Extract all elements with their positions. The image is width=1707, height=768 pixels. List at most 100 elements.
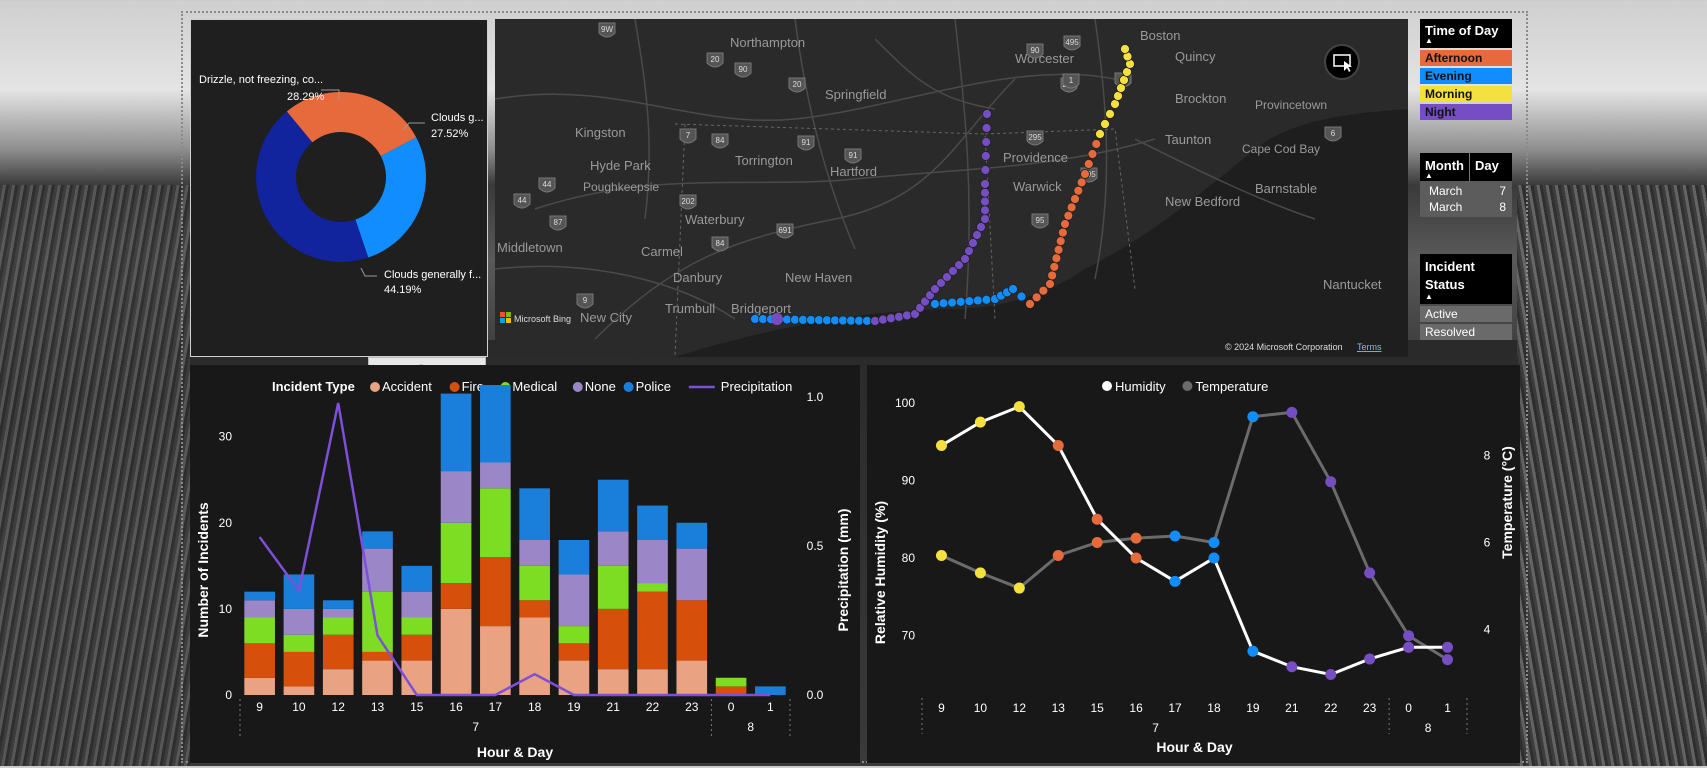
incident-point[interactable] <box>980 165 991 175</box>
incident-point[interactable] <box>980 187 990 198</box>
incident-point[interactable] <box>981 123 992 133</box>
humidity-point[interactable] <box>935 439 947 451</box>
incident-point[interactable] <box>1051 253 1062 264</box>
legend-item[interactable]: Humidity <box>1115 379 1166 394</box>
incident-point[interactable] <box>982 109 992 119</box>
bar-segment[interactable] <box>519 540 550 566</box>
bar-segment[interactable] <box>283 651 315 687</box>
temperature-line[interactable] <box>940 410 1449 661</box>
humidity-line[interactable] <box>940 404 1448 677</box>
bar-segment[interactable] <box>676 522 708 549</box>
temperature-point[interactable] <box>1052 550 1064 562</box>
bar-segment[interactable] <box>440 608 472 695</box>
bar-segment[interactable] <box>362 660 393 695</box>
incident-point[interactable] <box>1049 261 1060 272</box>
bar-segment[interactable] <box>637 591 668 670</box>
legend-item[interactable]: Police <box>636 379 671 394</box>
legend-marker[interactable] <box>623 382 634 392</box>
incident-point[interactable] <box>1045 279 1055 289</box>
bar-segment[interactable] <box>322 617 354 635</box>
incident-point[interactable] <box>972 230 982 240</box>
legend-item[interactable]: None <box>585 379 616 394</box>
humidity-point[interactable] <box>1325 668 1337 680</box>
bar-segment[interactable] <box>244 643 275 678</box>
incident-point[interactable] <box>980 214 990 224</box>
humidity-point[interactable] <box>1130 552 1142 564</box>
incident-point[interactable] <box>954 260 964 270</box>
bar-segment[interactable] <box>637 505 668 540</box>
incident-point[interactable] <box>1060 219 1070 229</box>
day-column-header[interactable]: Day <box>1474 158 1499 173</box>
incident-point[interactable] <box>1038 285 1049 296</box>
incident-point[interactable] <box>930 284 940 294</box>
humidity-point[interactable] <box>1286 661 1298 673</box>
humidity-point[interactable] <box>1247 645 1259 657</box>
incident-point[interactable] <box>1053 244 1064 255</box>
sort-arrow-icon[interactable]: ▲ <box>1425 36 1433 45</box>
humidity-temperature-chart[interactable]: Humidity Temperature 70 80 90 100 4 6 8 Relative … <box>867 365 1520 763</box>
legend-marker[interactable] <box>572 382 583 392</box>
incident-point[interactable] <box>1120 44 1130 54</box>
incident-point[interactable] <box>1016 291 1027 302</box>
incident-point[interactable] <box>960 254 970 264</box>
incident-point[interactable] <box>980 179 990 189</box>
temperature-point[interactable] <box>935 550 947 562</box>
bar-segment[interactable] <box>480 385 511 463</box>
legend-item[interactable]: Precipitation <box>721 379 793 394</box>
bar-segment[interactable] <box>244 677 275 695</box>
bar-segment[interactable] <box>558 643 590 661</box>
incident-point[interactable] <box>1057 227 1068 238</box>
incident-point[interactable] <box>1031 292 1042 303</box>
slicer-item[interactable]: Evening <box>1420 68 1512 84</box>
slicer-item[interactable]: Morning <box>1420 86 1512 102</box>
legend-item[interactable]: Accident <box>382 379 432 394</box>
bar-segment[interactable] <box>558 540 590 575</box>
incident-point[interactable] <box>980 151 991 161</box>
donut-slice[interactable] <box>286 91 417 157</box>
incident-point[interactable] <box>1105 109 1115 119</box>
bar-segment[interactable] <box>283 686 315 695</box>
incident-point[interactable] <box>980 196 990 207</box>
bar-segment[interactable] <box>244 617 275 644</box>
status-item[interactable]: Resolved <box>1420 324 1512 340</box>
incident-point[interactable] <box>981 294 992 305</box>
bar-segment[interactable] <box>322 600 354 609</box>
bar-segment[interactable] <box>519 617 550 696</box>
incident-point[interactable] <box>894 311 904 322</box>
bar-segment[interactable] <box>322 608 354 618</box>
bar-segment[interactable] <box>715 677 747 687</box>
incident-point[interactable] <box>964 246 974 256</box>
month-column-header[interactable]: Month <box>1425 158 1464 173</box>
bar-segment[interactable] <box>755 686 786 695</box>
bar-segment[interactable] <box>597 531 629 566</box>
bar-segment[interactable] <box>637 669 668 695</box>
slicer-item[interactable]: Afternoon <box>1420 50 1512 66</box>
incident-point[interactable] <box>771 313 783 325</box>
incident-point[interactable] <box>1083 159 1094 169</box>
humidity-point[interactable] <box>1091 513 1103 525</box>
bar-segment[interactable] <box>597 669 629 695</box>
incident-point[interactable] <box>1091 139 1102 149</box>
bar-segment[interactable] <box>558 574 590 627</box>
incident-point[interactable] <box>1073 185 1084 196</box>
incident-point[interactable] <box>964 296 975 307</box>
incident-point[interactable] <box>1100 119 1110 129</box>
incident-point[interactable] <box>938 298 949 309</box>
bar-segment[interactable] <box>401 617 433 635</box>
incident-point[interactable] <box>1008 284 1018 294</box>
incident-point[interactable] <box>936 278 946 288</box>
incident-point[interactable] <box>942 272 952 282</box>
status-item[interactable]: Active <box>1420 306 1512 322</box>
precipitation-line[interactable] <box>258 402 771 697</box>
temperature-point[interactable] <box>1169 530 1181 542</box>
legend-item[interactable]: Medical <box>512 379 557 394</box>
humidity-point[interactable] <box>974 416 986 428</box>
slicer-item[interactable]: Night <box>1420 104 1512 120</box>
incident-point[interactable] <box>948 266 958 276</box>
temperature-point[interactable] <box>1442 654 1454 666</box>
bar-segment[interactable] <box>597 565 629 609</box>
humidity-point[interactable] <box>1364 653 1376 665</box>
humidity-point[interactable] <box>1169 575 1181 587</box>
incident-point[interactable] <box>968 238 978 248</box>
bar-segment[interactable] <box>637 583 668 592</box>
